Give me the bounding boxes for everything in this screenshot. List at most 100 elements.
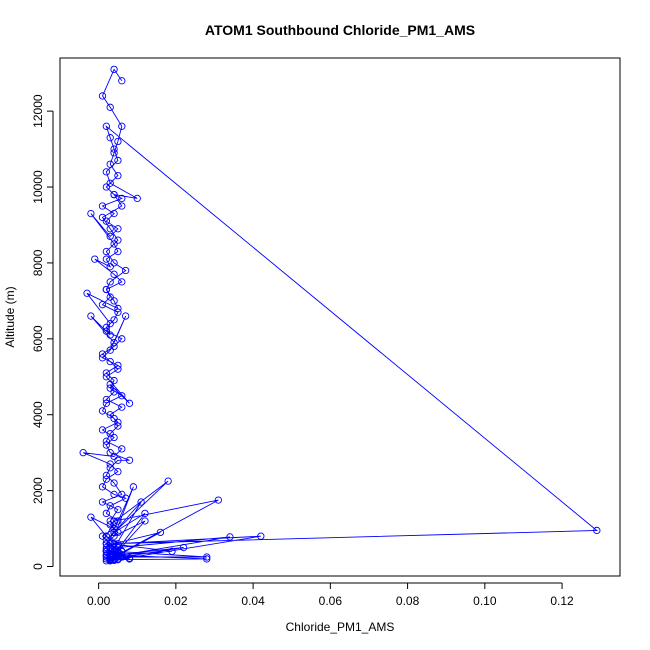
data-point — [114, 422, 122, 430]
x-tick-label: 0.04 — [241, 594, 265, 608]
data-point — [133, 194, 141, 203]
data-point — [106, 278, 114, 286]
data-point — [102, 217, 110, 225]
data-point — [118, 547, 126, 555]
x-axis: 0.00 0.02 0.04 0.06 0.08 0.10 0.12 — [87, 582, 574, 608]
series-layer — [79, 65, 601, 565]
data-point — [114, 236, 122, 244]
x-axis-label: Chloride_PM1_AMS — [286, 620, 395, 634]
data-point — [102, 551, 110, 559]
data-point — [106, 449, 114, 457]
data-point — [87, 513, 95, 521]
data-point — [118, 278, 126, 286]
data-point — [114, 528, 122, 537]
data-point — [203, 555, 211, 563]
data-point — [106, 319, 114, 328]
y-axis: 0 2000 4000 6000 8000 10000 12000 — [31, 94, 54, 570]
data-point — [114, 547, 122, 555]
data-point — [214, 496, 222, 504]
data-point — [110, 524, 118, 533]
data-point — [593, 526, 601, 535]
data-point — [102, 437, 110, 445]
x-tick-label: 0.00 — [87, 594, 111, 608]
data-point — [110, 490, 118, 499]
data-point — [87, 312, 95, 320]
data-point — [110, 209, 118, 218]
y-tick-label: 0 — [31, 563, 45, 570]
data-point — [98, 407, 107, 415]
data-point — [118, 194, 126, 203]
series-line — [83, 68, 599, 562]
data-point — [106, 179, 114, 187]
data-point — [102, 475, 110, 483]
y-tick-label: 4000 — [31, 401, 45, 428]
data-point — [110, 316, 118, 324]
data-point — [118, 553, 126, 561]
data-point — [102, 323, 110, 332]
data-point — [102, 285, 110, 294]
y-tick-label: 10000 — [31, 170, 45, 204]
data-point — [83, 289, 91, 297]
data-point — [106, 384, 114, 392]
data-point — [106, 225, 114, 233]
data-point — [102, 395, 110, 404]
data-point — [110, 547, 118, 555]
data-point — [114, 247, 122, 256]
data-point — [106, 551, 114, 559]
data-point — [114, 540, 122, 548]
data-point — [110, 479, 118, 487]
data-point — [114, 304, 122, 313]
data-point — [102, 399, 110, 407]
data-point — [114, 308, 122, 316]
data-point — [102, 373, 110, 381]
data-point — [118, 403, 126, 411]
data-point — [168, 547, 176, 555]
data-point — [110, 528, 118, 537]
data-point — [102, 532, 110, 540]
data-point — [110, 240, 118, 248]
data-point — [102, 509, 110, 518]
data-point — [91, 255, 99, 263]
data-point — [98, 92, 107, 100]
data-point — [106, 411, 114, 419]
data-point — [118, 335, 126, 343]
data-point — [110, 414, 118, 423]
data-point — [102, 369, 110, 377]
y-tick-label: 2000 — [31, 477, 45, 504]
y-axis-label: Altitude (m) — [3, 286, 17, 347]
data-point — [114, 225, 122, 233]
y-tick-label: 8000 — [31, 249, 45, 276]
data-point — [98, 301, 107, 309]
y-tick-label: 6000 — [31, 325, 45, 352]
data-point — [114, 365, 122, 373]
data-point — [110, 376, 118, 385]
data-point — [114, 137, 122, 146]
data-point — [118, 77, 126, 85]
data-point — [118, 392, 126, 400]
data-point — [110, 517, 118, 525]
data-point — [110, 532, 118, 540]
data-point — [114, 418, 122, 426]
data-point — [114, 556, 122, 564]
chart-title: ATOM1 Southbound Chloride_PM1_AMS — [205, 22, 475, 38]
data-point — [203, 553, 211, 561]
data-point — [106, 346, 114, 354]
x-tick-label: 0.06 — [319, 594, 343, 608]
data-point — [106, 134, 114, 142]
data-point — [110, 149, 118, 157]
data-point — [141, 517, 149, 525]
data-point — [102, 543, 110, 552]
data-point — [257, 532, 265, 540]
data-point — [98, 354, 107, 362]
data-point — [179, 543, 188, 552]
data-point — [118, 445, 126, 453]
data-point — [102, 545, 110, 554]
data-point — [106, 160, 114, 168]
data-point — [98, 483, 107, 491]
data-point — [102, 168, 110, 176]
data-point — [106, 293, 114, 301]
data-point — [114, 456, 122, 464]
data-point — [110, 388, 118, 396]
data-point — [102, 183, 110, 191]
